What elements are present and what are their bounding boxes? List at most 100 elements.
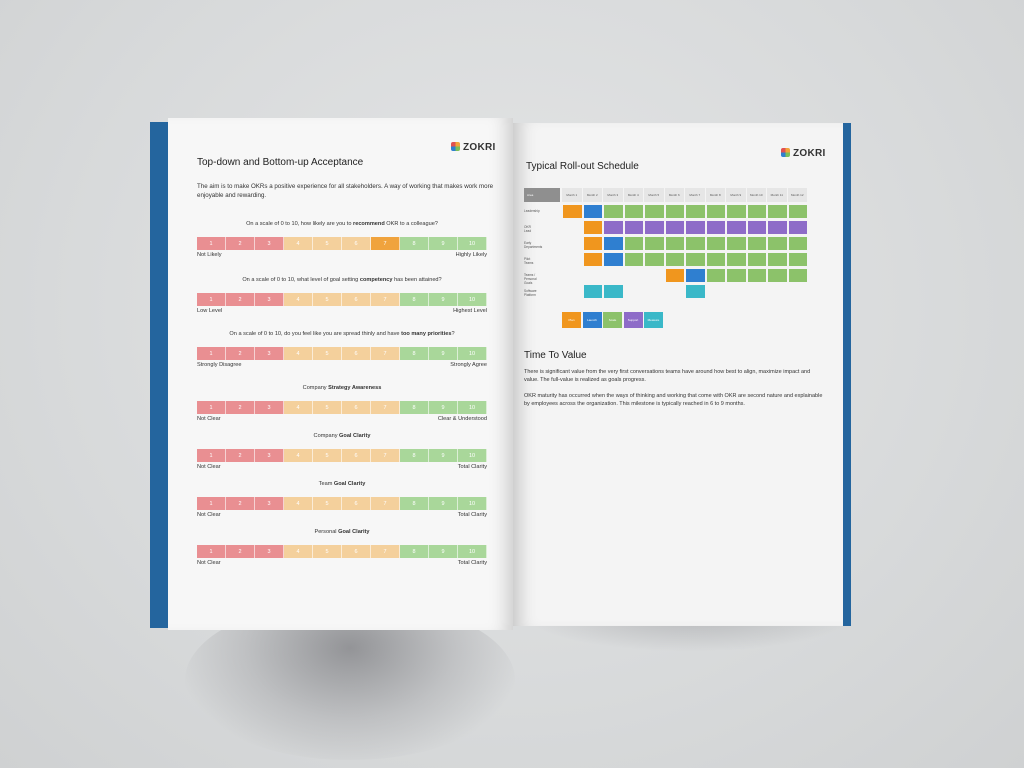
scale-cell-8: 8 [400, 545, 429, 558]
left-logo: ZOKRI [451, 142, 496, 153]
schedule-bar-cell [603, 204, 624, 219]
scale-cell-10: 10 [458, 237, 487, 250]
scale-cell-2: 2 [226, 293, 255, 306]
scale-cell-5: 5 [313, 545, 342, 558]
scale-cell-6: 6 [342, 401, 371, 414]
schedule-header-cell: Month 7 [685, 188, 705, 202]
schedule-bar-cell [685, 236, 706, 251]
scale-cell-3: 3 [255, 449, 284, 462]
scale-cell-6: 6 [342, 545, 371, 558]
scale-cell-5: 5 [313, 497, 342, 510]
schedule-bar-cell [664, 252, 685, 267]
schedule-bar-cell [603, 236, 624, 251]
schedule-header-cell: Month 3 [603, 188, 623, 202]
scale-cell-1: 1 [197, 293, 226, 306]
schedule-bar-cell [623, 252, 644, 267]
scale-cell-3: 3 [255, 545, 284, 558]
right-page-title: Typical Roll-out Schedule [526, 161, 639, 172]
rating-scale: 1 2 3 4 5 6 7 8 9 10 [197, 347, 487, 360]
schedule-bar-cell [603, 220, 624, 235]
scale-cell-1: 1 [197, 237, 226, 250]
schedule-bar-cell [705, 236, 726, 251]
schedule-bar-cell [787, 268, 808, 283]
scale-cell-6: 6 [342, 237, 371, 250]
scale-cell-7: 7 [371, 497, 400, 510]
schedule-bar-cell [685, 204, 706, 219]
schedule-bar-cell [644, 204, 665, 219]
scale-cell-5: 5 [313, 449, 342, 462]
schedule-bar-cell [664, 236, 685, 251]
scale-cell-4: 4 [284, 497, 313, 510]
scale-cell-1: 1 [197, 449, 226, 462]
question-text: Company Strategy Awareness [302, 385, 382, 391]
scale-cell-4: 4 [284, 293, 313, 306]
schedule-bar-cell [746, 204, 767, 219]
scale-cell-6: 6 [342, 449, 371, 462]
question-text: On a scale of 0 to 10, how likely are yo… [246, 221, 438, 227]
scale-cell-10: 10 [458, 497, 487, 510]
scale-cell-3: 3 [255, 401, 284, 414]
schedule-bar-cell [685, 220, 706, 235]
schedule-bar-cell [787, 204, 808, 219]
question-text: Personal Goal Clarity [314, 529, 370, 535]
schedule-bar-cell [726, 268, 747, 283]
schedule-bar-cell [726, 236, 747, 251]
schedule-bar-cell [726, 220, 747, 235]
scale-cell-8: 8 [400, 497, 429, 510]
schedule-bar-cell [685, 268, 706, 283]
schedule-bar-cell [787, 220, 808, 235]
schedule-header-cell: Month 10 [746, 188, 766, 202]
question-text: Company Goal Clarity [313, 433, 371, 439]
scale-cell-3: 3 [255, 497, 284, 510]
schedule-bar-cell [787, 252, 808, 267]
scale-low-label: Not Clear [197, 560, 221, 566]
scale-cell-1: 1 [197, 401, 226, 414]
schedule-bar-cell [582, 236, 603, 251]
left-page-title: Top-down and Bottom-up Acceptance [197, 157, 364, 168]
scale-cell-7: 7 [371, 347, 400, 360]
schedule-bar-cell [562, 204, 583, 219]
rating-scale: 1 2 3 4 5 6 7 8 9 10 [197, 497, 487, 510]
legend-item: Scale [603, 312, 622, 328]
schedule-bar-cell [623, 236, 644, 251]
legend-item: Plan [562, 312, 581, 328]
time-to-value-para1: There is significant value from the very… [524, 369, 811, 383]
schedule-bar-cell [767, 204, 788, 219]
scale-low-label: Not Clear [197, 416, 221, 422]
schedule-bar-cell [644, 220, 665, 235]
schedule-bar-cell [582, 204, 603, 219]
zokri-logo-icon [781, 148, 790, 157]
scale-cell-4: 4 [284, 545, 313, 558]
schedule-bar-cell [664, 220, 685, 235]
schedule-row-label: Software Platform [524, 289, 537, 297]
scale-high-label: Total Clarity [457, 560, 487, 566]
scale-low-label: Not Likely [197, 252, 222, 258]
scale-cell-10: 10 [458, 401, 487, 414]
legend-item: Launch [582, 312, 602, 328]
schedule-bar-cell [746, 252, 767, 267]
schedule-bar-cell [644, 236, 665, 251]
question-text: Team Goal Clarity [318, 481, 366, 487]
schedule-bar-cell [746, 268, 767, 283]
schedule-row-label: Early Departments [524, 241, 543, 249]
schedule-bar-cell [603, 284, 624, 299]
schedule-header-cell: Month 8 [705, 188, 725, 202]
scale-cell-6: 6 [342, 497, 371, 510]
scale-cell-6: 6 [342, 347, 371, 360]
scale-cell-9: 9 [429, 545, 458, 558]
question-text: On a scale of 0 to 10, do you feel like … [229, 331, 455, 337]
schedule-row-label: Leadership [524, 209, 540, 213]
schedule-bar-cell [746, 236, 767, 251]
schedule-bar-cell [705, 204, 726, 219]
schedule-bar-cell [644, 252, 665, 267]
schedule-bar-cell [726, 252, 747, 267]
scale-cell-10: 10 [458, 545, 487, 558]
right-logo: ZOKRI [781, 148, 826, 159]
schedule-header-cell: Month 4 [623, 188, 643, 202]
scale-cell-7: 7 [371, 449, 400, 462]
scale-low-label: Not Clear [197, 464, 221, 470]
schedule-bar-cell [582, 284, 603, 299]
scale-cell-2: 2 [226, 449, 255, 462]
schedule-bar-cell [685, 252, 706, 267]
time-to-value-para2: OKR maturity has occurred when the ways … [524, 393, 823, 407]
